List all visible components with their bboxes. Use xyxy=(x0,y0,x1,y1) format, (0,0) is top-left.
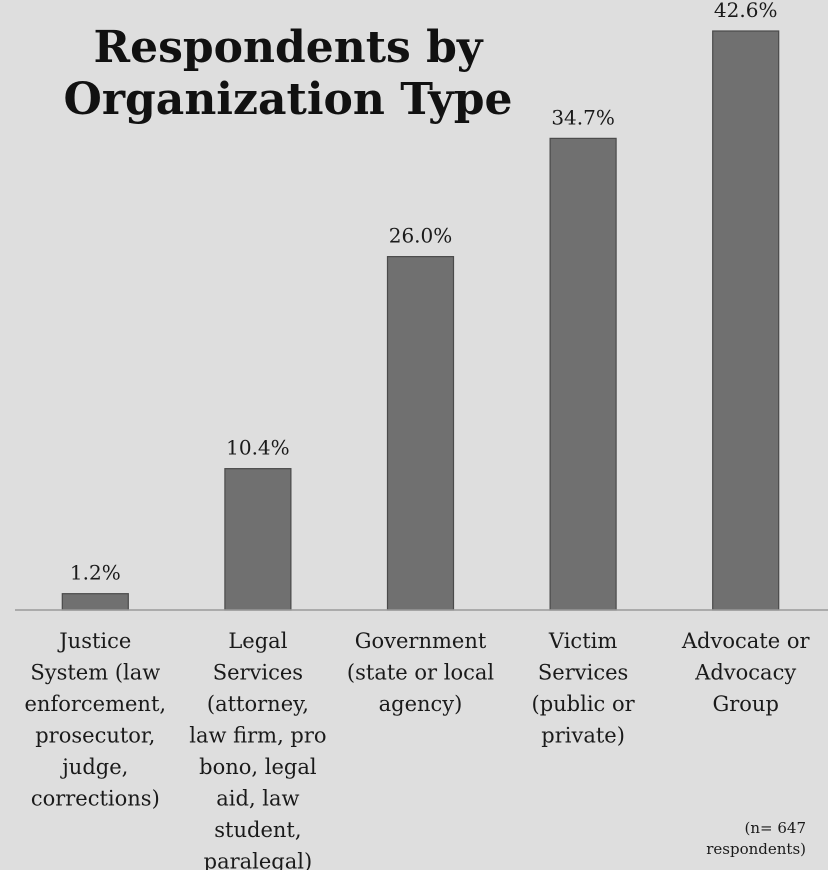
bar-2 xyxy=(224,468,292,611)
bar-5 xyxy=(712,30,780,611)
category-label-1-line-1: Justice xyxy=(57,629,131,653)
category-label-2-line-8: paralegal) xyxy=(204,850,313,870)
category-label-3-line-2: (state or local xyxy=(347,661,494,685)
category-label-2-line-4: law firm, pro xyxy=(189,724,326,748)
category-label-2-line-2: Services xyxy=(213,661,303,685)
value-label-1: 1.2% xyxy=(70,561,121,585)
chart-title-line-2: Organization Type xyxy=(63,74,513,125)
bar-1 xyxy=(61,593,129,611)
category-label-2-line-6: aid, law xyxy=(216,787,299,811)
category-label-5-line-2: Advocacy xyxy=(694,661,796,685)
category-label-1-line-6: corrections) xyxy=(31,787,160,811)
category-label-4-line-3: (public or xyxy=(532,692,636,716)
category-label-1-line-5: judge, xyxy=(59,755,128,779)
category-label-4-line-4: private) xyxy=(541,724,625,748)
value-label-3: 26.0% xyxy=(389,224,453,248)
category-label-1: Justice System (law enforcement, prosecutor… xyxy=(25,629,167,811)
category-label-4-line-2: Services xyxy=(538,661,628,685)
value-labels-group: 1.2% 10.4% 26.0% 34.7% 42.6% xyxy=(70,0,778,585)
bar-4 xyxy=(549,137,617,611)
category-label-1-line-2: System (law xyxy=(30,661,160,685)
category-labels-group: Justice System (law enforcement, prosecutor… xyxy=(25,629,811,870)
sample-size-note: (n= 647 respondents) xyxy=(656,818,806,860)
category-label-5: Advocate or Advocacy Group xyxy=(681,629,811,716)
category-label-4-line-1: Victim xyxy=(548,629,617,653)
value-label-2: 10.4% xyxy=(226,436,290,460)
value-label-5: 42.6% xyxy=(714,0,778,22)
bars-group xyxy=(61,30,780,611)
category-label-3-line-1: Government xyxy=(355,629,487,653)
category-label-2-line-1: Legal xyxy=(228,629,287,653)
category-label-2: Legal Services (attorney, law firm, pro bono… xyxy=(189,629,326,870)
value-label-4: 34.7% xyxy=(551,105,615,129)
sample-size-note-line-2: respondents) xyxy=(706,840,806,858)
sample-size-note-line-1: (n= 647 xyxy=(744,819,806,837)
category-label-2-line-3: (attorney, xyxy=(207,692,309,716)
category-label-2-line-5: bono, legal xyxy=(199,755,317,779)
category-label-2-line-7: student, xyxy=(214,818,301,842)
bar-3 xyxy=(386,256,455,611)
category-label-3: Government (state or local agency) xyxy=(347,629,494,716)
category-label-1-line-3: enforcement, xyxy=(25,692,167,716)
chart-title: Respondents by Organization Type xyxy=(38,22,538,126)
category-label-4: Victim Services (public or private) xyxy=(532,629,636,748)
category-label-3-line-3: agency) xyxy=(379,692,463,716)
category-label-5-line-1: Advocate or xyxy=(681,629,811,653)
chart-title-line-1: Respondents by xyxy=(93,22,483,73)
category-label-1-line-4: prosecutor, xyxy=(35,724,155,748)
category-label-5-line-3: Group xyxy=(712,692,778,716)
